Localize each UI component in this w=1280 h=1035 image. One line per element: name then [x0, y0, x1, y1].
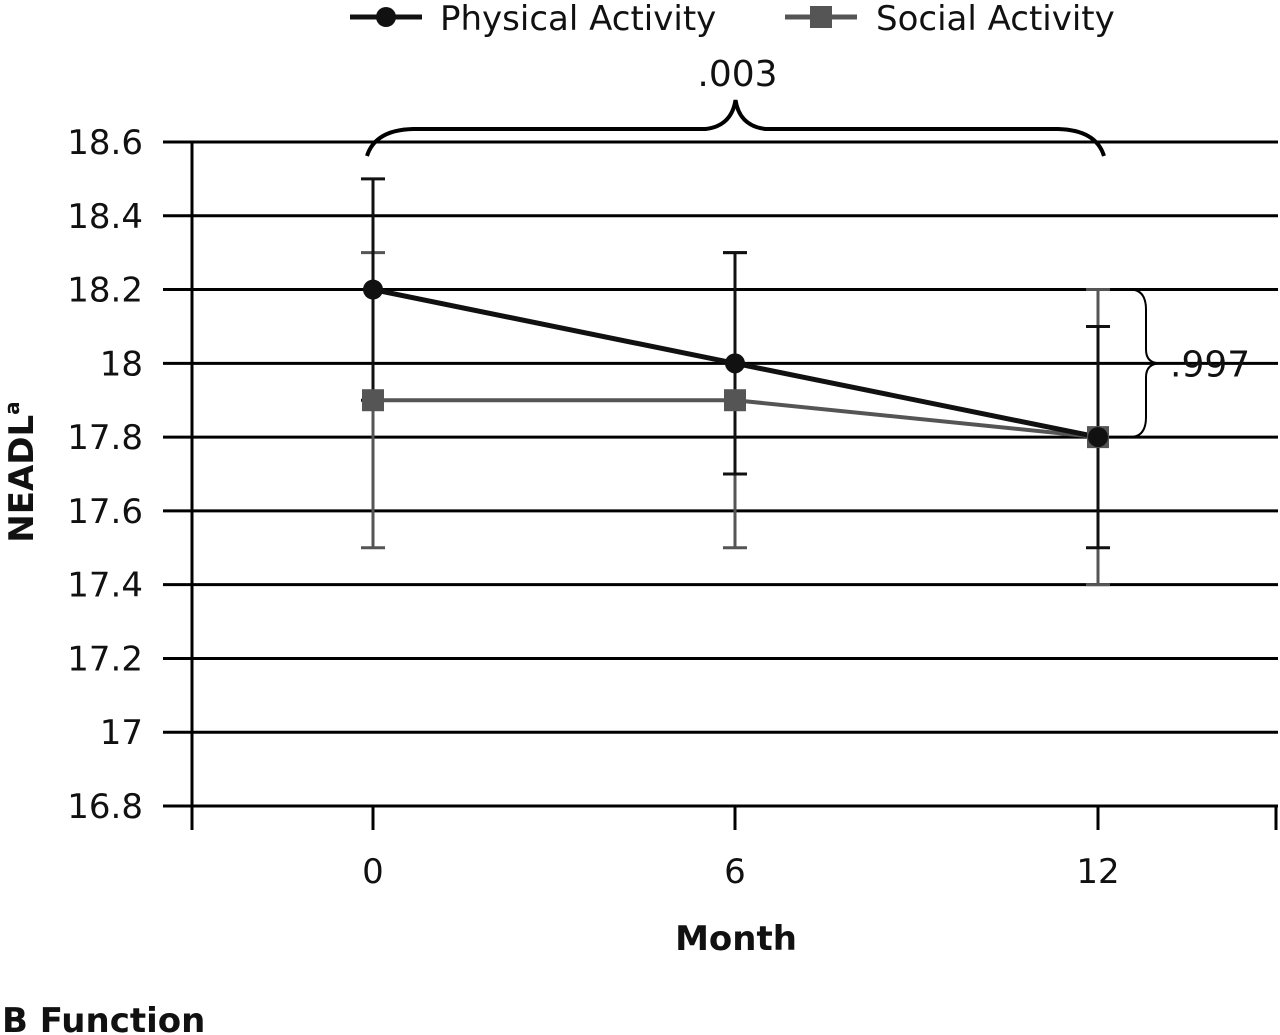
data-point — [362, 389, 384, 412]
annotation-p-value-right: .997 — [1170, 344, 1250, 385]
y-axis-title-superscript: a — [0, 401, 24, 415]
axes — [190, 142, 1278, 830]
y-tick-label: 18.6 — [67, 123, 143, 163]
legend: Physical Activity Social Activity — [350, 0, 1115, 39]
legend-marker — [810, 6, 832, 28]
series-markers — [362, 279, 1109, 449]
y-tick-label: 17.8 — [67, 418, 143, 458]
legend-item: Social Activity — [785, 0, 1115, 39]
y-tick-label: 16.8 — [67, 787, 143, 827]
legend-label: Physical Activity — [440, 0, 716, 39]
x-axis-title: Month — [675, 919, 797, 959]
y-tick-label: 18 — [100, 344, 143, 384]
x-tick-label: 0 — [362, 852, 384, 892]
data-point — [725, 353, 745, 374]
error-bars — [361, 177, 1110, 587]
data-point — [724, 389, 746, 412]
y-axis-title: NEADLa — [0, 401, 42, 542]
legend-item: Physical Activity — [350, 0, 716, 39]
panel-label: B Function — [2, 1001, 205, 1035]
y-tick-label: 17.6 — [67, 492, 143, 532]
x-tick-label: 12 — [1076, 852, 1119, 892]
y-tick-label: 18.4 — [67, 197, 143, 237]
y-tick-label: 17.4 — [67, 566, 143, 606]
y-tick-labels: 16.8 17 17.2 17.4 17.6 17.8 18 18.2 18.4 18.6 — [67, 123, 143, 827]
legend-marker — [376, 7, 396, 27]
data-point — [1088, 427, 1108, 448]
y-tick-label: 17.2 — [67, 639, 143, 679]
x-tick-label: 6 — [724, 852, 746, 892]
data-point — [363, 279, 383, 300]
legend-label: Social Activity — [876, 0, 1115, 39]
brace-right — [1129, 288, 1161, 439]
x-tick-labels: 0 6 12 — [362, 852, 1119, 892]
grid-lines — [163, 140, 1278, 808]
annotations: .003 .997 — [365, 54, 1250, 439]
y-tick-label: 18.2 — [67, 271, 143, 311]
brace-top — [365, 99, 1106, 157]
y-tick-label: 17 — [100, 713, 143, 753]
annotation-p-value-top: .003 — [697, 54, 777, 95]
y-axis-title-main: NEADL — [2, 415, 42, 543]
